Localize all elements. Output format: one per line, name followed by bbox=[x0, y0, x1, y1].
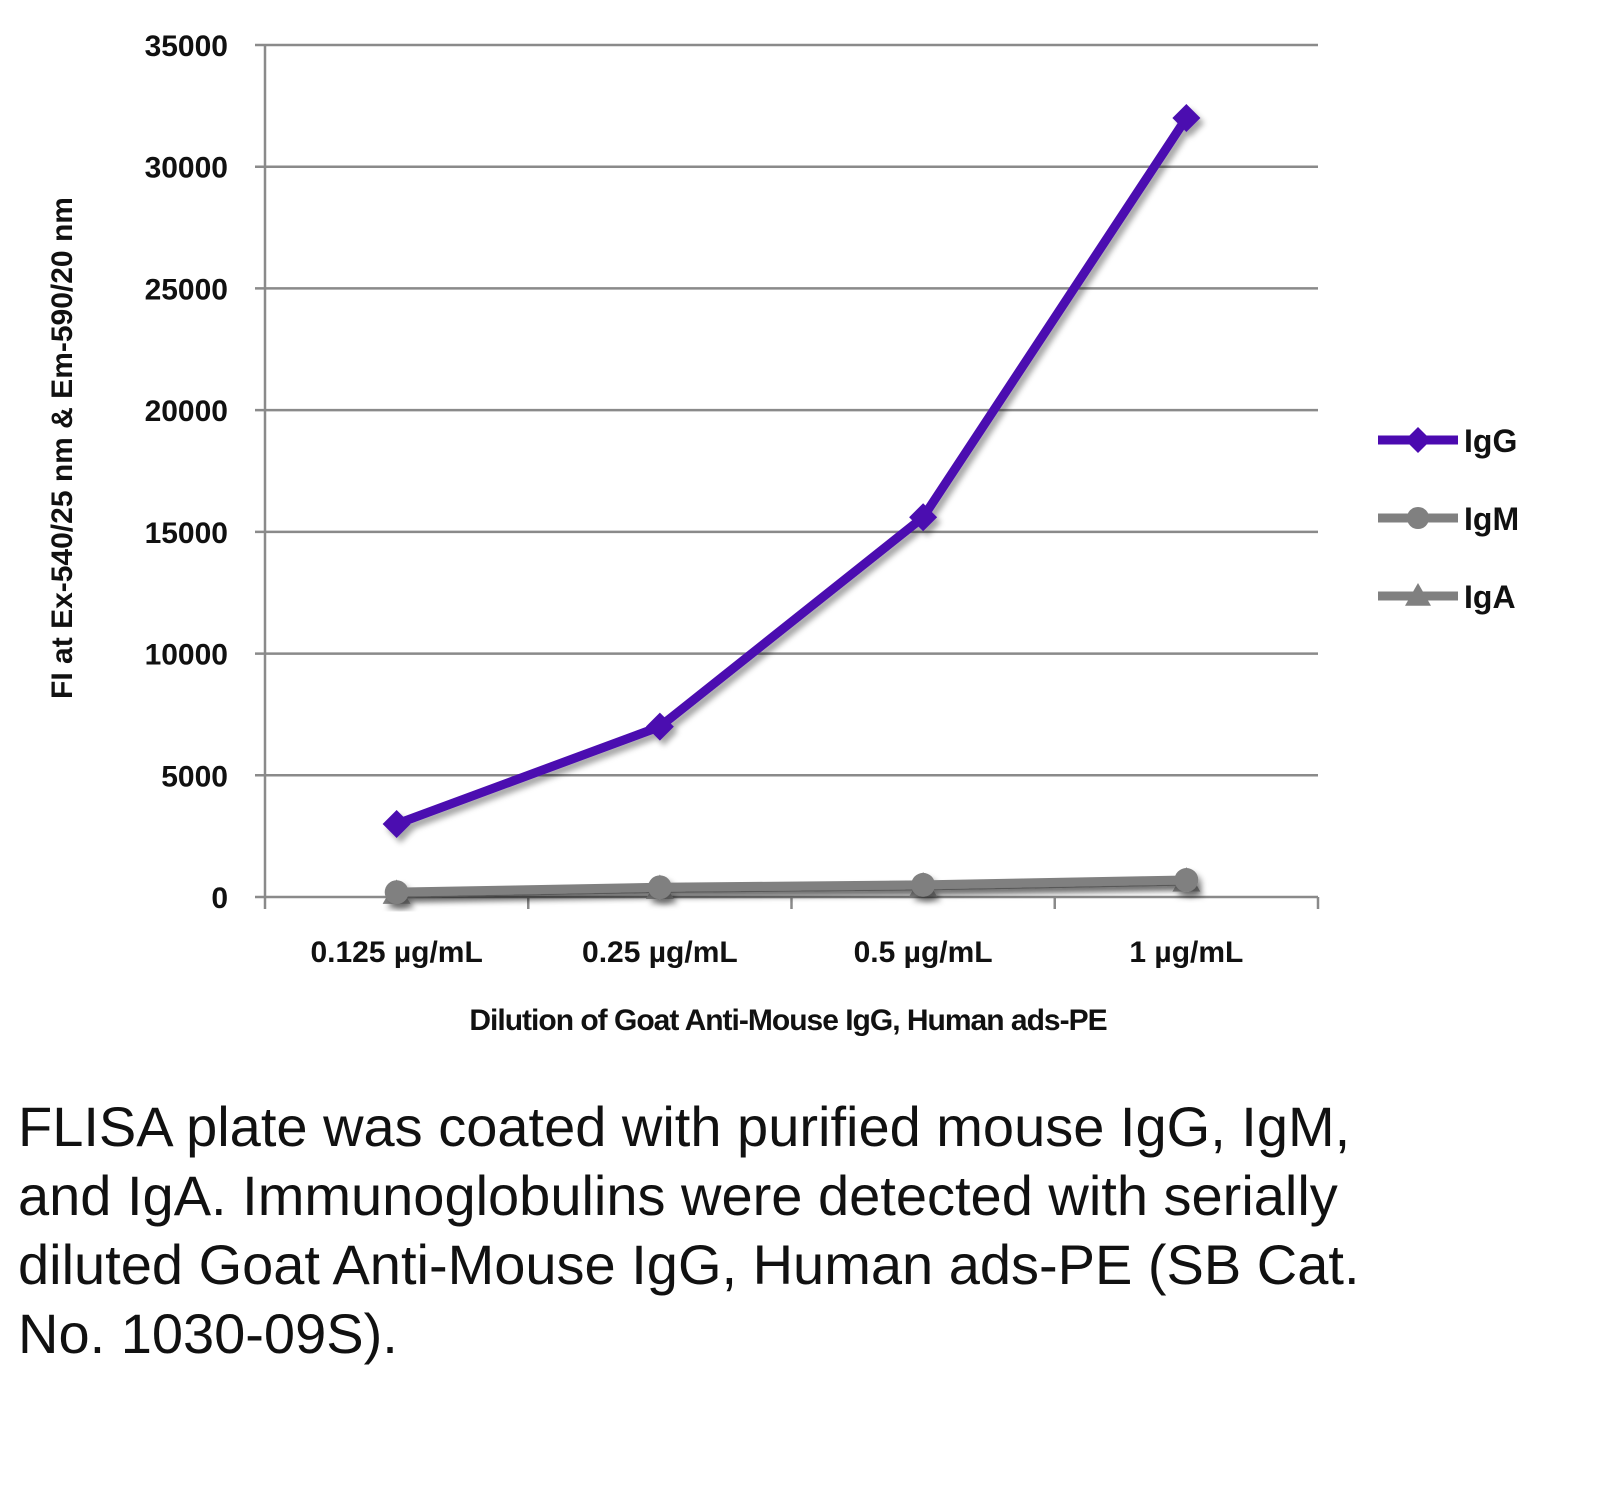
x-tick-label: 0.25 µg/mL bbox=[582, 936, 738, 969]
diamond-marker bbox=[1405, 427, 1431, 453]
legend-label: IgG bbox=[1464, 423, 1517, 459]
circle-marker bbox=[911, 872, 936, 897]
circle-marker bbox=[1406, 506, 1430, 530]
y-tick-label: 20000 bbox=[145, 395, 228, 428]
series-line bbox=[396, 875, 1187, 897]
diamond-marker bbox=[909, 503, 938, 532]
y-tick-label: 30000 bbox=[145, 152, 228, 185]
diamond-marker bbox=[645, 712, 674, 741]
circle-marker bbox=[384, 880, 409, 905]
x-tick-label: 1 µg/mL bbox=[1129, 936, 1243, 969]
y-tick-label: 35000 bbox=[145, 30, 228, 63]
y-tick-label: 10000 bbox=[145, 639, 228, 672]
legend-label: IgM bbox=[1464, 501, 1519, 537]
circle-marker bbox=[1174, 868, 1199, 892]
y-tick-label: 15000 bbox=[145, 517, 228, 550]
y-axis-label: FI at Ex-540/25 nm & Em-590/20 nm bbox=[46, 197, 79, 699]
line-chart: 0 5000 10000 15000 20000 25000 30000 35000 0.12… bbox=[46, 30, 1519, 1037]
y-tick-label: 5000 bbox=[161, 760, 228, 793]
x-tick-label: 0.125 µg/mL bbox=[310, 936, 482, 969]
series-line bbox=[395, 115, 1191, 829]
y-tick-label: 0 bbox=[211, 882, 228, 915]
diamond-marker bbox=[1172, 104, 1201, 133]
y-tick-label: 25000 bbox=[145, 273, 228, 306]
legend-label: IgA bbox=[1464, 579, 1516, 615]
x-axis-label: Dilution of Goat Anti-Mouse IgG, Human a… bbox=[469, 1004, 1106, 1037]
figure-caption: FLISA plate was coated with purified mou… bbox=[18, 1095, 1360, 1365]
series-igm bbox=[384, 868, 1199, 905]
x-tick-label: 0.5 µg/mL bbox=[854, 936, 993, 969]
series-igg bbox=[382, 104, 1201, 838]
diamond-marker bbox=[382, 809, 411, 838]
circle-marker bbox=[647, 875, 672, 900]
triangle-marker bbox=[1405, 583, 1431, 606]
